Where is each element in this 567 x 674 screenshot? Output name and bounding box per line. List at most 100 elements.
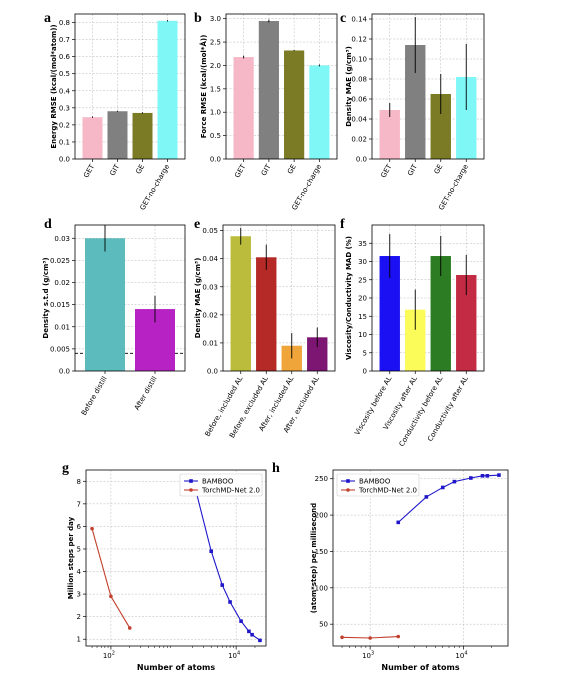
bar [284,50,305,159]
legend-marker [346,479,350,483]
x-tick-exponent: 4 [237,651,240,657]
plot-frame [332,469,509,647]
panel-e: 0.0 0.01 0.02 0.03 0.04 0.05 Density MAE (g/cm… [194,217,336,440]
y-tick-label: 35 [358,240,367,248]
x-tick-base: 10 [455,652,464,660]
data-point [250,632,254,637]
y-tick-label: 5 [77,545,81,553]
plot-frame [225,13,338,160]
y-tick-label: 0.4 [59,87,71,95]
panel-label: b [194,11,202,26]
data-point [396,520,401,525]
x-tick-base: 10 [103,652,112,660]
bar [107,111,128,159]
y-tick-label: 10 [358,331,367,339]
y-tick-label: 1 [77,636,81,644]
series-line [191,476,261,641]
y-tick-label: 0.12 [351,36,367,44]
x-tick-label: GIT [108,162,121,177]
legend-marker [189,488,193,492]
y-tick-label: 100 [315,584,328,592]
bar [307,337,328,371]
bar [233,57,254,159]
x-axis-label: Number of atoms [137,663,215,672]
y-tick-label: 0.6 [59,53,71,61]
y-tick-label: 8 [77,478,81,486]
y-axis-label: (atom*step) per millisecond [310,503,318,613]
x-axis-label: Number of atoms [381,663,459,672]
y-tick-label: 0.02 [351,136,367,144]
y-axis-label: Million steps per day [67,516,75,599]
data-point [368,636,372,640]
y-axis-label: Density MAE (g/cm³) [345,46,353,127]
y-axis-label: Density MAE (g/cm³) [194,258,202,339]
y-tick-label: 0.0 [356,156,367,164]
y-axis-label: Force RMSE (kcal/(mol*Å)) [199,35,208,139]
bar [256,257,277,371]
y-tick-label: 0.14 [351,16,367,24]
y-tick-label: 0.0 [59,156,70,164]
panel-f: 0 5 10 15 20 25 30 35 Viscosity/Conductivity MAD… [340,217,485,448]
panel-label: e [194,217,200,232]
y-tick-label: 0.10 [351,56,367,64]
y-tick-label: 0.5 [59,70,70,78]
data-point [258,638,262,643]
y-tick-label: 0.8 [59,19,70,27]
data-point [247,629,251,634]
bar [230,236,251,371]
y-tick-label: 50 [319,621,328,629]
y-tick-label: 0.06 [351,96,367,104]
x-tick-label: GET [82,162,96,179]
y-tick-label: 0.02 [54,279,70,287]
data-point [90,526,94,531]
plot-frame [74,224,186,372]
y-tick-label: 7 [77,500,81,508]
y-tick-label: 0.08 [351,76,367,84]
data-point [396,634,401,639]
x-tick-exponent: 4 [464,651,467,657]
panel-label: c [340,11,346,26]
y-tick-label: 0.7 [59,36,70,44]
plot-frame [85,469,267,647]
x-tick-label: 104 [228,651,240,661]
legend-frame [179,473,263,497]
x-tick-label: 102 [103,651,115,661]
data-point [228,600,232,604]
y-tick-label: 0.0 [207,368,218,376]
y-tick-label: 2.0 [210,62,221,70]
bar [132,112,153,159]
y-tick-label: 0.0 [210,156,221,164]
x-tick-label: GE [433,163,445,176]
bar [379,110,400,159]
bar [430,94,451,159]
y-tick-label: 5 [363,349,367,357]
data-point [440,485,445,490]
panel-d: 0.0 0.005 0.01 0.015 0.02 0.025 0.03 Density s.… [42,217,186,417]
y-tick-label: 0.025 [50,257,70,265]
data-point [340,635,344,640]
data-point [239,619,243,623]
x-tick-label: 103 [362,651,374,661]
panel-h: 50 100 150 200 250 (atom*step) per millisecon… [272,461,509,672]
panel-label: f [340,217,345,232]
legend-label: BAMBOO [202,478,234,486]
y-tick-label: 0.03 [54,235,70,243]
y-tick-label: 0.005 [50,345,70,353]
legend-marker [346,488,350,492]
x-tick-label: GET [379,162,393,179]
x-tick-label: 104 [455,651,467,661]
plot-frame [371,224,485,372]
legend-label: TorchMD-Net 2.0 [201,487,260,495]
x-tick-label: After distill [133,375,159,412]
data-point [480,474,485,478]
data-point [127,626,132,630]
bar [82,117,103,159]
data-point [469,476,473,480]
y-tick-label: 30 [358,258,367,266]
y-axis-label: Viscosity/Conductivity MAD (%) [345,236,353,360]
y-tick-label: 0.04 [202,255,218,263]
data-point [209,549,214,554]
x-tick-label: Before distill [80,375,109,417]
